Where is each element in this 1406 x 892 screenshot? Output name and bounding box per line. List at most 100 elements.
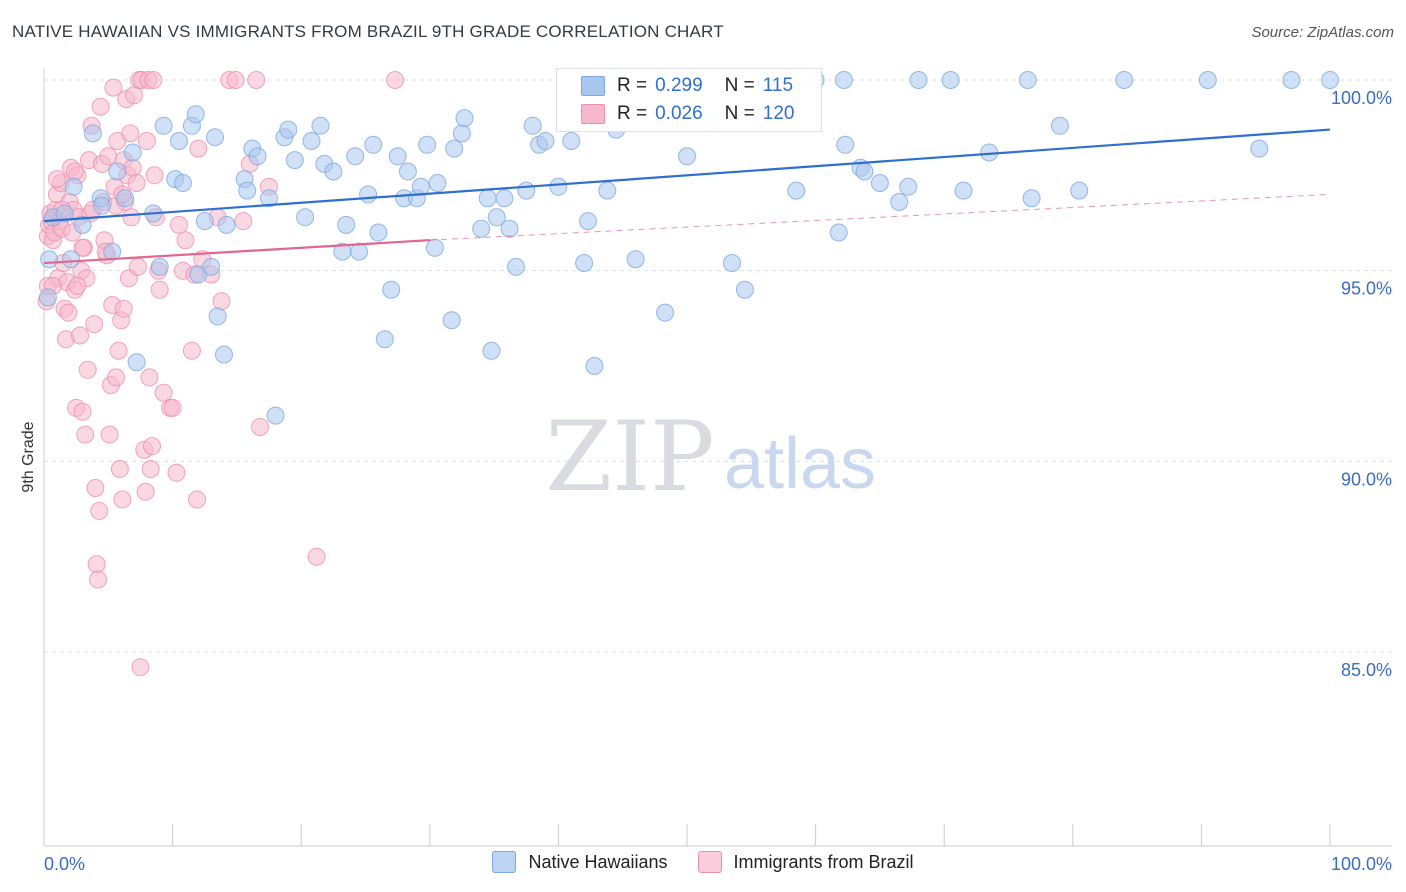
data-point — [523, 116, 542, 135]
data-point — [170, 215, 188, 234]
trend-lines — [43, 128, 1331, 265]
chart-title: NATIVE HAWAIIAN VS IMMIGRANTS FROM BRAZI… — [12, 22, 724, 41]
data-point — [445, 139, 464, 158]
data-point — [1070, 181, 1089, 200]
legend-item-native-hawaiians[interactable]: Native Hawaiians — [492, 851, 668, 873]
watermark-zip: ZIP — [545, 401, 714, 513]
data-point — [829, 223, 848, 242]
data-point — [125, 86, 143, 105]
data-point — [248, 147, 267, 166]
r-value: 0.026 — [655, 103, 703, 124]
data-point — [375, 330, 394, 349]
data-point — [55, 204, 74, 223]
data-point — [208, 307, 227, 326]
watermark: ZIP atlas — [545, 401, 876, 513]
data-point — [202, 257, 221, 276]
x-tick-label: 0.0% — [44, 854, 85, 874]
data-point — [110, 460, 129, 478]
data-point — [472, 219, 491, 238]
data-point — [212, 292, 231, 311]
data-point — [386, 71, 405, 89]
data-point — [585, 357, 604, 375]
data-point — [369, 223, 388, 242]
x-tick-labels: 0.0% 100.0% — [44, 854, 1392, 874]
data-point — [83, 124, 102, 143]
data-point — [167, 463, 186, 482]
data-point — [954, 181, 973, 200]
data-point — [364, 135, 383, 154]
data-point — [62, 250, 80, 269]
data-point — [482, 341, 501, 360]
data-point — [238, 181, 257, 200]
data-point — [85, 315, 104, 334]
data-point — [478, 189, 497, 208]
chart-source: Source: ZipAtlas.com — [1251, 24, 1394, 41]
y-axis-label: 9th Grade — [20, 421, 37, 492]
data-point — [122, 208, 141, 227]
data-point — [302, 132, 321, 150]
data-point — [307, 547, 326, 566]
data-point — [656, 303, 675, 322]
data-point — [114, 299, 133, 318]
data-point — [176, 231, 195, 250]
r-label: R = — [617, 103, 648, 124]
data-point — [909, 71, 928, 89]
data-point — [1198, 71, 1217, 89]
data-point — [1022, 189, 1041, 208]
data-point — [182, 341, 201, 360]
data-point — [388, 147, 407, 166]
legend-item-immigrants-from-brazil[interactable]: Immigrants from Brazil — [697, 851, 914, 873]
data-point — [154, 116, 173, 135]
data-point — [189, 139, 208, 158]
data-point — [1250, 139, 1269, 158]
data-point — [217, 215, 236, 234]
data-point — [109, 341, 128, 360]
data-point — [1115, 71, 1134, 89]
data-point — [104, 78, 123, 97]
data-point — [455, 109, 474, 128]
data-point — [337, 215, 356, 234]
data-point — [234, 212, 253, 231]
data-point — [870, 174, 889, 192]
data-point — [73, 238, 92, 257]
legend-label: Immigrants from Brazil — [733, 851, 914, 872]
data-point — [1018, 71, 1037, 89]
data-point — [678, 147, 696, 166]
trend-line — [43, 239, 430, 265]
data-point — [206, 128, 224, 147]
data-point — [1282, 71, 1301, 89]
data-point — [47, 170, 66, 189]
data-point — [195, 212, 214, 231]
stats-legend: R = 0.299 N = 115 R = 0.026 N = 120 — [556, 68, 822, 132]
data-point — [91, 97, 110, 116]
data-point — [73, 215, 92, 234]
data-point — [425, 238, 444, 257]
data-point — [398, 162, 417, 181]
data-point — [487, 208, 506, 227]
data-point — [188, 490, 206, 509]
data-point — [442, 311, 461, 330]
data-point — [787, 181, 806, 200]
data-point — [90, 501, 109, 520]
data-point — [834, 71, 853, 89]
y-tick-labels: 100.0% 95.0% 90.0% 85.0% — [1331, 88, 1392, 680]
y-tick-label: 90.0% — [1341, 469, 1392, 489]
data-point — [127, 174, 146, 192]
y-tick-label: 85.0% — [1341, 660, 1392, 680]
data-point — [59, 303, 78, 322]
data-point — [346, 147, 365, 166]
r-label: R = — [617, 75, 648, 96]
data-point — [150, 280, 169, 299]
trend-line — [43, 128, 1331, 223]
data-point — [279, 120, 298, 139]
data-point — [735, 280, 754, 299]
data-point — [78, 360, 97, 379]
series-native-hawaiians — [38, 71, 1339, 425]
data-point — [359, 185, 378, 204]
data-point — [141, 460, 160, 478]
data-point — [40, 250, 59, 269]
data-point — [226, 71, 245, 89]
data-point — [428, 174, 447, 192]
y-tick-label: 100.0% — [1331, 88, 1392, 108]
